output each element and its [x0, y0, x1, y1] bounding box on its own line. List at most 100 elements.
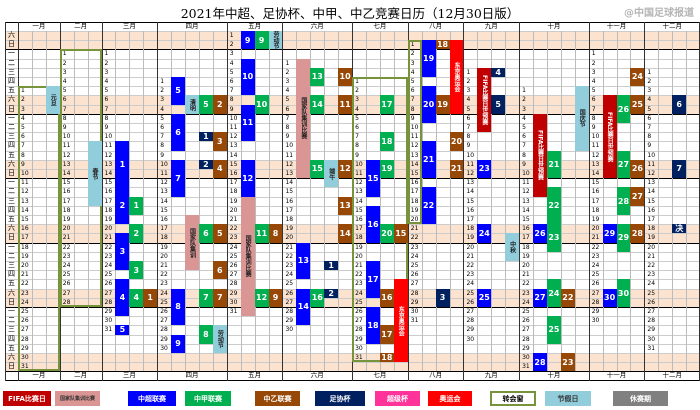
day-number: 14 — [522, 206, 530, 214]
day-number: 10 — [466, 151, 475, 159]
grid-line — [143, 31, 145, 372]
day-number: 11 — [104, 142, 113, 150]
day-number: 27 — [229, 271, 238, 279]
day-number: 27 — [647, 308, 656, 315]
day-number: 23 — [160, 280, 168, 288]
day-number: 25 — [21, 308, 29, 315]
day-number: 24 — [647, 280, 656, 288]
day-number: 17 — [591, 197, 600, 205]
event-csl: 16 — [366, 205, 380, 243]
day-number: 11 — [62, 142, 71, 150]
day-number: 16 — [229, 170, 238, 177]
day-number: 1 — [591, 50, 596, 58]
event-cl2: 26 — [630, 159, 645, 179]
day-number: 11 — [285, 151, 294, 159]
day-number: 24 — [466, 280, 475, 288]
weekday-label: 三 — [8, 325, 15, 334]
event-csl: 22 — [421, 187, 436, 225]
day-number: 25 — [62, 271, 71, 279]
day-number: 4 — [410, 68, 415, 76]
weekday-label: 日 — [8, 169, 15, 177]
event-fa: 5 — [491, 95, 506, 114]
day-number: 9 — [522, 160, 526, 168]
day-number: 11 — [21, 179, 29, 187]
day-number: 24 — [591, 262, 600, 269]
day-number: 7 — [591, 105, 596, 113]
day-number: 28 — [104, 298, 113, 306]
grid-line — [602, 31, 604, 372]
day-number: 23 — [647, 271, 656, 279]
day-number: 1 — [355, 78, 359, 85]
event-cl2: 15 — [393, 224, 408, 243]
event-cl2: 27 — [630, 187, 645, 206]
day-number: 21 — [285, 243, 294, 251]
day-number: 1 — [160, 78, 165, 85]
day-number: 1 — [229, 32, 234, 39]
weekday-label: 四 — [8, 334, 15, 343]
event-cl1: 18 — [379, 132, 394, 151]
event-holiday: 元旦 — [45, 86, 60, 114]
day-number: 14 — [62, 170, 71, 177]
weekday-label: 三 — [8, 261, 15, 269]
day-number: 4 — [160, 105, 165, 113]
day-number: 22 — [285, 252, 294, 260]
month-header-4: 四月 — [185, 22, 199, 30]
day-number: 3 — [466, 87, 471, 95]
grid-line — [5, 22, 6, 382]
day-number: 25 — [285, 280, 294, 288]
event-cl2: 4 — [212, 159, 227, 179]
day-number: 19 — [647, 234, 656, 242]
day-number: 31 — [21, 363, 29, 371]
day-number: 18 — [160, 234, 168, 242]
day-number: 26 — [466, 298, 475, 306]
event-cl1: 6 — [198, 224, 213, 243]
grid-line — [574, 31, 576, 372]
event-fa: 决 — [672, 224, 687, 234]
event-holiday: 中秋 — [505, 233, 520, 261]
event-csl: 20 — [421, 86, 436, 123]
day-number: 30 — [160, 344, 168, 352]
day-number: 21 — [62, 234, 71, 242]
event-nt: 国家队集训 — [185, 215, 199, 271]
day-number: 21 — [647, 252, 656, 260]
day-number: 24 — [522, 298, 530, 306]
event-cl1: 28 — [616, 187, 631, 215]
day-number: 25 — [591, 271, 600, 279]
weekday-label: 一 — [8, 242, 15, 251]
event-cl1: 24 — [546, 279, 561, 307]
day-number: 17 — [522, 234, 530, 242]
grid-line — [226, 22, 228, 382]
day-number: 30 — [285, 326, 294, 334]
day-number: 7 — [522, 142, 526, 150]
day-number: 20 — [160, 252, 168, 260]
day-number: 26 — [522, 317, 530, 325]
day-number: 29 — [21, 344, 29, 352]
event-cl1: 17 — [379, 95, 394, 114]
grid-line — [73, 31, 75, 372]
day-number: 7 — [104, 105, 109, 113]
day-number: 13 — [647, 179, 656, 187]
day-number: 18 — [229, 188, 238, 196]
month-header-10: 十月 — [547, 371, 561, 380]
month-header-2: 二月 — [74, 371, 88, 380]
day-number: 5 — [591, 87, 596, 95]
day-number: 31 — [647, 344, 656, 352]
grid-line — [449, 31, 451, 372]
grid-line — [254, 31, 256, 372]
day-number: 5 — [466, 105, 471, 113]
day-number: 19 — [229, 197, 238, 205]
day-number: 26 — [160, 308, 168, 315]
day-number: 8 — [522, 151, 526, 159]
event-csl: 28 — [533, 353, 547, 372]
day-number: 24 — [355, 289, 363, 297]
event-cl2: 2 — [212, 95, 227, 114]
day-number: 12 — [285, 160, 294, 168]
grid-line — [533, 31, 535, 372]
day-number: 7 — [466, 124, 471, 131]
month-header-3: 三月 — [122, 22, 136, 30]
event-fa: 3 — [435, 288, 450, 307]
day-number: 31 — [355, 354, 363, 361]
event-fifa: FIFA比赛日世预赛 — [602, 95, 617, 179]
weekday-label: 日 — [8, 40, 15, 49]
month-header-4: 四月 — [185, 371, 199, 380]
